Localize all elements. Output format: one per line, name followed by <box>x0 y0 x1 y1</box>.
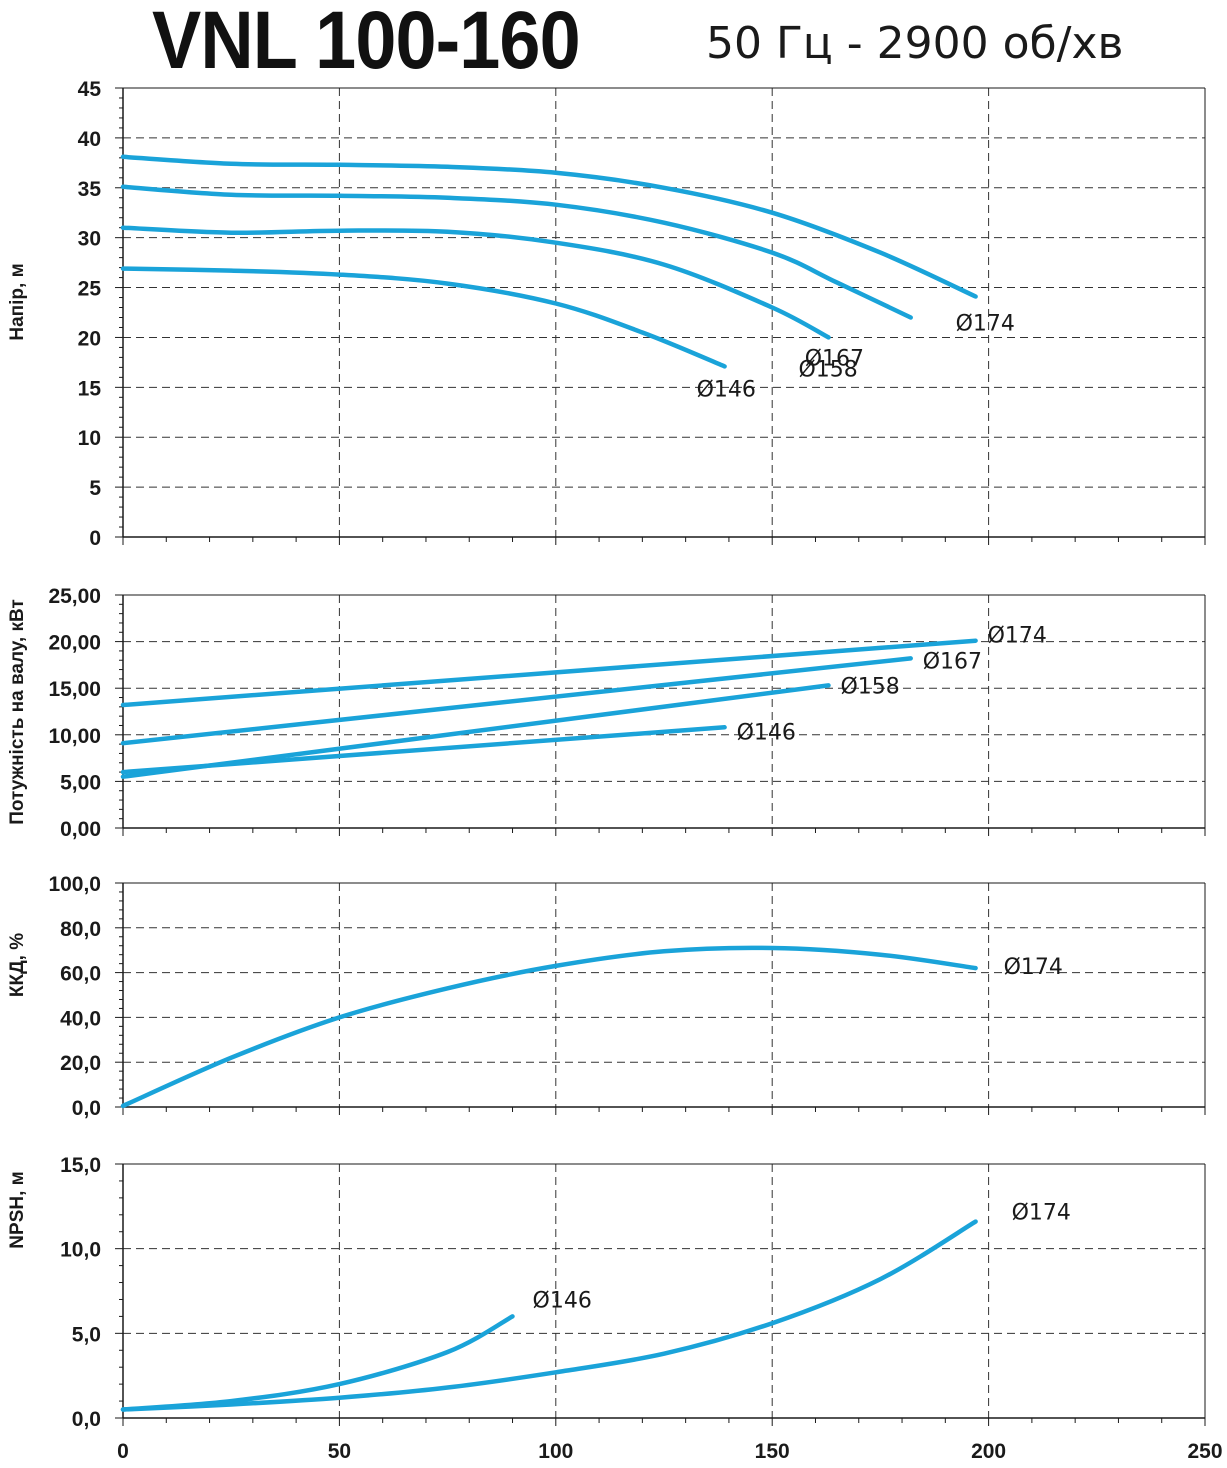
y-tick-label: 0,0 <box>72 1097 101 1120</box>
curve-label-d146: Ø146 <box>737 720 796 745</box>
x-tick-label: 0 <box>117 1440 129 1463</box>
y-tick-label: 40 <box>78 128 101 151</box>
curve-d158 <box>120 225 831 340</box>
y-tick-label: 10,00 <box>48 725 101 748</box>
chart-panel-npsh: 0,0 5,0 10,0 15,0 0 50 100 150 200 250 NPSH, м Ø174… <box>7 1154 1223 1463</box>
curve-d174 <box>120 1219 978 1412</box>
y-tick-label: 40,0 <box>60 1007 101 1030</box>
y-tick-label: 10 <box>78 427 101 450</box>
y-tick-label: 35 <box>78 178 102 201</box>
y-tick-label: 25 <box>78 278 102 301</box>
y-tick-label: 15,0 <box>60 1154 101 1177</box>
curve-d146 <box>120 725 727 775</box>
curve-d174 <box>120 154 978 299</box>
x-tick-label: 100 <box>538 1440 573 1463</box>
curve-d146 <box>120 266 727 369</box>
y-tick-label: 5,0 <box>72 1323 101 1346</box>
curve-label-d167: Ø167 <box>923 649 982 674</box>
y-axis-label: NPSH, м <box>7 1171 28 1248</box>
y-axis-label: ККД, % <box>7 933 28 997</box>
chart-panel-power: 0,00 5,00 10,00 15,00 20,00 25,00 Потужність н… <box>7 585 1206 841</box>
pump-model-title: VNL 100-160 <box>152 0 581 86</box>
y-tick-label: 60,0 <box>60 963 101 986</box>
chart-title: VNL 100-160 50 Гц - 2900 об/хв <box>0 0 1227 86</box>
curve-label-d174: Ø174 <box>1012 1201 1071 1226</box>
y-tick-label: 15,00 <box>48 678 101 701</box>
curve-label-d174: Ø174 <box>956 312 1015 337</box>
curve-label-d146: Ø146 <box>533 1288 592 1313</box>
x-tick-label: 50 <box>328 1440 351 1463</box>
curve-label-d158: Ø158 <box>840 674 899 699</box>
y-tick-label: 20,00 <box>48 632 101 655</box>
speed-subtitle: 50 Гц - 2900 об/хв <box>706 18 1124 69</box>
curve-label-d174: Ø174 <box>1004 955 1063 980</box>
curve-label-d174: Ø174 <box>988 624 1047 649</box>
y-tick-label: 20,0 <box>60 1052 101 1075</box>
curve-label-d167: Ø167 <box>805 346 864 371</box>
x-tick-label: 200 <box>971 1440 1006 1463</box>
curve-d146 <box>120 1314 515 1412</box>
y-tick-label: 0,0 <box>72 1408 101 1431</box>
y-tick-label: 25,00 <box>48 585 101 608</box>
y-tick-label: 80,0 <box>60 918 101 941</box>
y-tick-label: 100,0 <box>48 873 101 896</box>
y-tick-label: 5 <box>89 477 101 500</box>
curve-label-d158: Ø158 <box>798 357 857 382</box>
curve-d167 <box>120 656 913 746</box>
y-tick-label: 10,0 <box>60 1239 101 1262</box>
y-axis-label: Потужність на валу, кВт <box>7 599 28 825</box>
curve-d167 <box>120 184 913 320</box>
x-tick-label: 150 <box>755 1440 790 1463</box>
y-tick-label: 0 <box>89 527 101 550</box>
curve-d174 <box>120 638 978 708</box>
y-tick-label: 30 <box>78 228 101 251</box>
y-tick-label: 0,00 <box>60 818 101 841</box>
y-tick-label: 20 <box>78 327 101 350</box>
y-tick-label: 15 <box>78 377 102 400</box>
y-tick-label: 45 <box>78 78 102 101</box>
y-axis-label: Напір, м <box>7 263 28 340</box>
chart-panel-eff: 0,0 20,0 40,0 60,0 80,0 100,0 ККД, % Ø174 <box>7 873 1206 1120</box>
curve-d174 <box>120 945 978 1109</box>
y-tick-label: 5,00 <box>60 771 101 794</box>
x-tick-label: 250 <box>1187 1440 1222 1463</box>
curve-label-d146: Ø146 <box>697 377 756 402</box>
